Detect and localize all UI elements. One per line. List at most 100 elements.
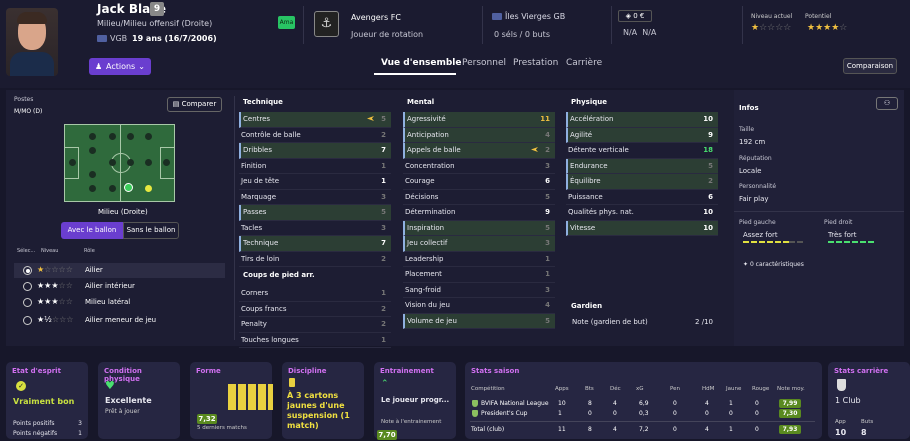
role-row[interactable]: ★★★☆☆ Milieu latéral <box>14 295 225 310</box>
attribute-row[interactable]: Anticipation 4 <box>403 127 555 143</box>
attribute-row[interactable]: Qualités phys. nat. 10 <box>566 205 718 221</box>
role-row[interactable]: ★☆☆☆☆ Ailier <box>14 263 225 278</box>
person-icon[interactable]: ⚇ <box>876 97 898 110</box>
attribute-row[interactable]: Contrôle de balle 2 <box>239 128 391 143</box>
comparison-button[interactable]: Comparaison <box>843 58 897 74</box>
attribute-row[interactable]: Touches longues 1 <box>239 333 391 348</box>
attribute-value: 1 <box>381 335 386 344</box>
attribute-row[interactable]: Courage 6 <box>403 174 555 190</box>
attribute-row[interactable]: Centres 5 <box>239 112 391 128</box>
attribute-row[interactable]: Technique 7 <box>239 236 391 252</box>
radio[interactable] <box>23 282 32 291</box>
attribute-row[interactable]: Vision du jeu 4 <box>403 298 555 314</box>
attribute-row[interactable]: Agilité 9 <box>566 127 718 143</box>
compare-button[interactable]: ▤ Comparer <box>167 97 222 112</box>
attribute-value: 5 <box>545 316 550 325</box>
role-row[interactable]: ★½☆☆☆ Ailier meneur de jeu <box>14 313 225 328</box>
attribute-name: Vitesse <box>570 223 596 232</box>
attribute-row[interactable]: Jeu collectif 3 <box>403 236 555 252</box>
tab-personal[interactable]: Personnel <box>462 58 506 68</box>
player-face <box>6 8 58 76</box>
attribute-row[interactable]: Passes 5 <box>239 205 391 221</box>
attribute-row[interactable]: Penalty 2 <box>239 317 391 333</box>
player-name: Jack Blake <box>97 2 166 16</box>
season-stats-card[interactable]: Stats saison <box>465 362 822 439</box>
attribute-name: Touches longues <box>241 335 299 344</box>
attribute-row[interactable]: Endurance 5 <box>566 158 718 174</box>
stats-header: xG <box>636 386 644 392</box>
characteristics[interactable]: ✦ 0 caractéristiques <box>743 261 804 268</box>
condition-card[interactable]: Condition physique ♥ Excellente Prêt à j… <box>98 362 180 439</box>
attribute-row[interactable]: Corners 1 <box>239 286 391 302</box>
potential-stars: ★★★★☆ <box>807 23 848 33</box>
reputation-value: Locale <box>739 167 762 175</box>
attribute-row[interactable]: Jeu de tête 1 <box>239 174 391 190</box>
tab-performance[interactable]: Prestation <box>513 58 559 68</box>
attribute-name: Centres <box>243 115 271 123</box>
attribute-row[interactable]: Détermination 9 <box>403 205 555 221</box>
attribute-name: Placement <box>405 270 442 278</box>
without-ball-toggle[interactable]: Sans le ballon <box>123 222 179 239</box>
mental-header: Mental <box>407 98 435 106</box>
radio[interactable] <box>23 298 32 307</box>
physique-list: Accélération 10 Agilité 9 Détente verticale 1… <box>566 112 718 236</box>
attribute-row[interactable]: Leadership 1 <box>403 252 555 267</box>
attribute-row[interactable]: Équilibre 2 <box>566 174 718 190</box>
attribute-row[interactable]: Tacles 3 <box>239 221 391 236</box>
training-card[interactable]: Entrainement ⌃ Le joueur progr... Note à… <box>374 362 456 440</box>
player-number: 9 <box>150 2 164 16</box>
radio-selected[interactable] <box>23 266 32 275</box>
actions-button[interactable]: ♟ Actions ⌄ <box>89 58 151 75</box>
role-row[interactable]: ★★★☆☆ Ailier intérieur <box>14 279 225 294</box>
club-name[interactable]: Avengers FC <box>351 13 401 22</box>
attribute-name: Agressivité <box>407 115 446 123</box>
attribute-row[interactable]: Appels de balle 2 <box>403 143 555 159</box>
player-position: Milieu/Milieu offensif (Droite) <box>97 19 213 28</box>
personality-value: Fair play <box>739 195 769 203</box>
attribute-value: 9 <box>545 208 550 216</box>
role-position-name: Milieu (Droite) <box>98 208 148 216</box>
with-ball-toggle[interactable]: Avec le ballon <box>61 222 123 239</box>
career-stats-card[interactable]: Stats carrière 1 Club App 10 Buts 8 <box>828 362 910 439</box>
attribute-row[interactable]: Inspiration 5 <box>403 220 555 236</box>
morale-value: Vraiment bon <box>13 397 75 406</box>
attribute-row[interactable]: Placement 1 <box>403 267 555 283</box>
attribute-name: Appels de balle <box>407 146 461 154</box>
attribute-value: 5 <box>381 208 386 216</box>
club-crest-icon[interactable]: ⚓ <box>314 11 339 37</box>
tab-overview[interactable]: Vue d'ensemble <box>381 58 462 68</box>
attribute-name: Finition <box>241 161 267 170</box>
tab-career[interactable]: Carrière <box>566 58 603 68</box>
attribute-row[interactable]: Concentration 3 <box>403 159 555 174</box>
radio[interactable] <box>23 316 32 325</box>
attribute-row[interactable]: Marquage 3 <box>239 190 391 205</box>
gardien-note-row: Note (gardien de but) 2 /10 <box>572 318 713 326</box>
attribute-row[interactable]: Coups francs 2 <box>239 302 391 317</box>
stats-cell: 0 <box>755 426 759 433</box>
form-bar <box>248 384 256 410</box>
attribute-row[interactable]: Sang-froid 3 <box>403 283 555 298</box>
attribute-row[interactable]: Décisions 5 <box>403 190 555 205</box>
attribute-row[interactable]: Accélération 10 <box>566 112 718 128</box>
attribute-row[interactable]: Vitesse 10 <box>566 220 718 236</box>
discipline-card[interactable]: Discipline À 3 cartons jaunes d'une susp… <box>282 362 364 439</box>
tag-icon: ◈ <box>625 12 634 20</box>
attribute-name: Détermination <box>405 208 456 216</box>
attribute-row[interactable]: Agressivité 11 <box>403 112 555 128</box>
attribute-name: Jeu collectif <box>407 239 448 247</box>
international-country[interactable]: Îles Vierges GB <box>492 12 565 21</box>
stats-header: HdM <box>702 386 715 392</box>
attribute-row[interactable]: Puissance 6 <box>566 190 718 205</box>
setpieces-header: Coups de pied arr. <box>243 271 315 279</box>
right-foot-bar <box>828 241 874 243</box>
attribute-name: Dribbles <box>243 146 272 154</box>
morale-card[interactable]: Etat d'esprit ✓ Vraiment bon Points posi… <box>6 362 88 439</box>
positions-value: M/MO (D) <box>14 108 43 115</box>
attribute-row[interactable]: Dribbles 7 <box>239 143 391 159</box>
attribute-row[interactable]: Finition 1 <box>239 159 391 174</box>
attribute-row[interactable]: Tirs de loin 2 <box>239 252 391 267</box>
attribute-row[interactable]: Détente verticale 18 <box>566 143 718 159</box>
attribute-row[interactable]: Volume de jeu 5 <box>403 313 555 329</box>
stats-header: Jaune <box>726 386 742 392</box>
heart-icon: ♥ <box>105 379 115 392</box>
